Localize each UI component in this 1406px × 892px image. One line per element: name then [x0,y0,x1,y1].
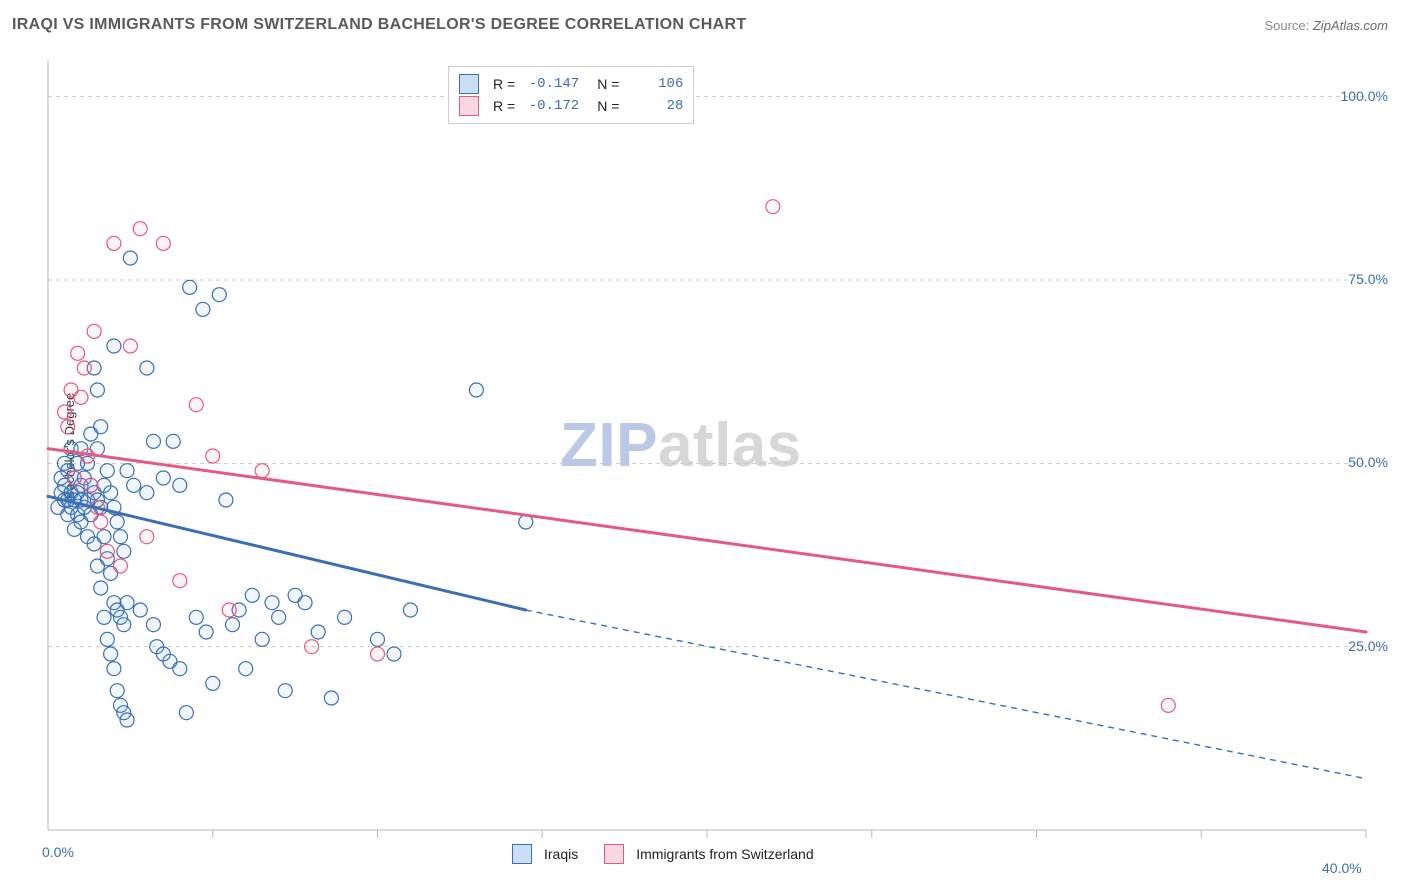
y-tick-label: 100.0% [1318,88,1388,104]
y-tick-label: 75.0% [1318,271,1388,287]
stats-legend-row: R = -0.147 N = 106 [459,73,683,95]
legend-item: Immigrants from Switzerland [604,844,813,864]
origin-label: 0.0% [42,844,74,860]
legend-item: Iraqis [512,844,578,864]
stats-legend: R = -0.147 N = 106 R = -0.172 N = 28 [448,66,694,124]
legend-swatch [459,74,479,94]
legend-swatch [459,96,479,116]
chart-stage: IRAQI VS IMMIGRANTS FROM SWITZERLAND BAC… [0,0,1406,892]
y-tick-label: 25.0% [1318,638,1388,654]
y-tick-label: 50.0% [1318,454,1388,470]
legend-label: Iraqis [544,846,578,862]
stats-legend-row: R = -0.172 N = 28 [459,95,683,117]
stat-n-value: 28 [627,98,683,114]
x-limit-label: 40.0% [1322,860,1362,876]
stat-n-label: N = [597,76,619,92]
legend-swatch [604,844,624,864]
stat-n-label: N = [597,98,619,114]
series-legend: Iraqis Immigrants from Switzerland [512,844,814,864]
scatter-plot-svg [0,0,1406,892]
stat-n-value: 106 [627,76,683,92]
stat-r-value: -0.172 [523,98,579,114]
stat-r-label: R = [493,76,515,92]
stat-r-value: -0.147 [523,76,579,92]
legend-swatch [512,844,532,864]
legend-label: Immigrants from Switzerland [636,846,813,862]
stat-r-label: R = [493,98,515,114]
